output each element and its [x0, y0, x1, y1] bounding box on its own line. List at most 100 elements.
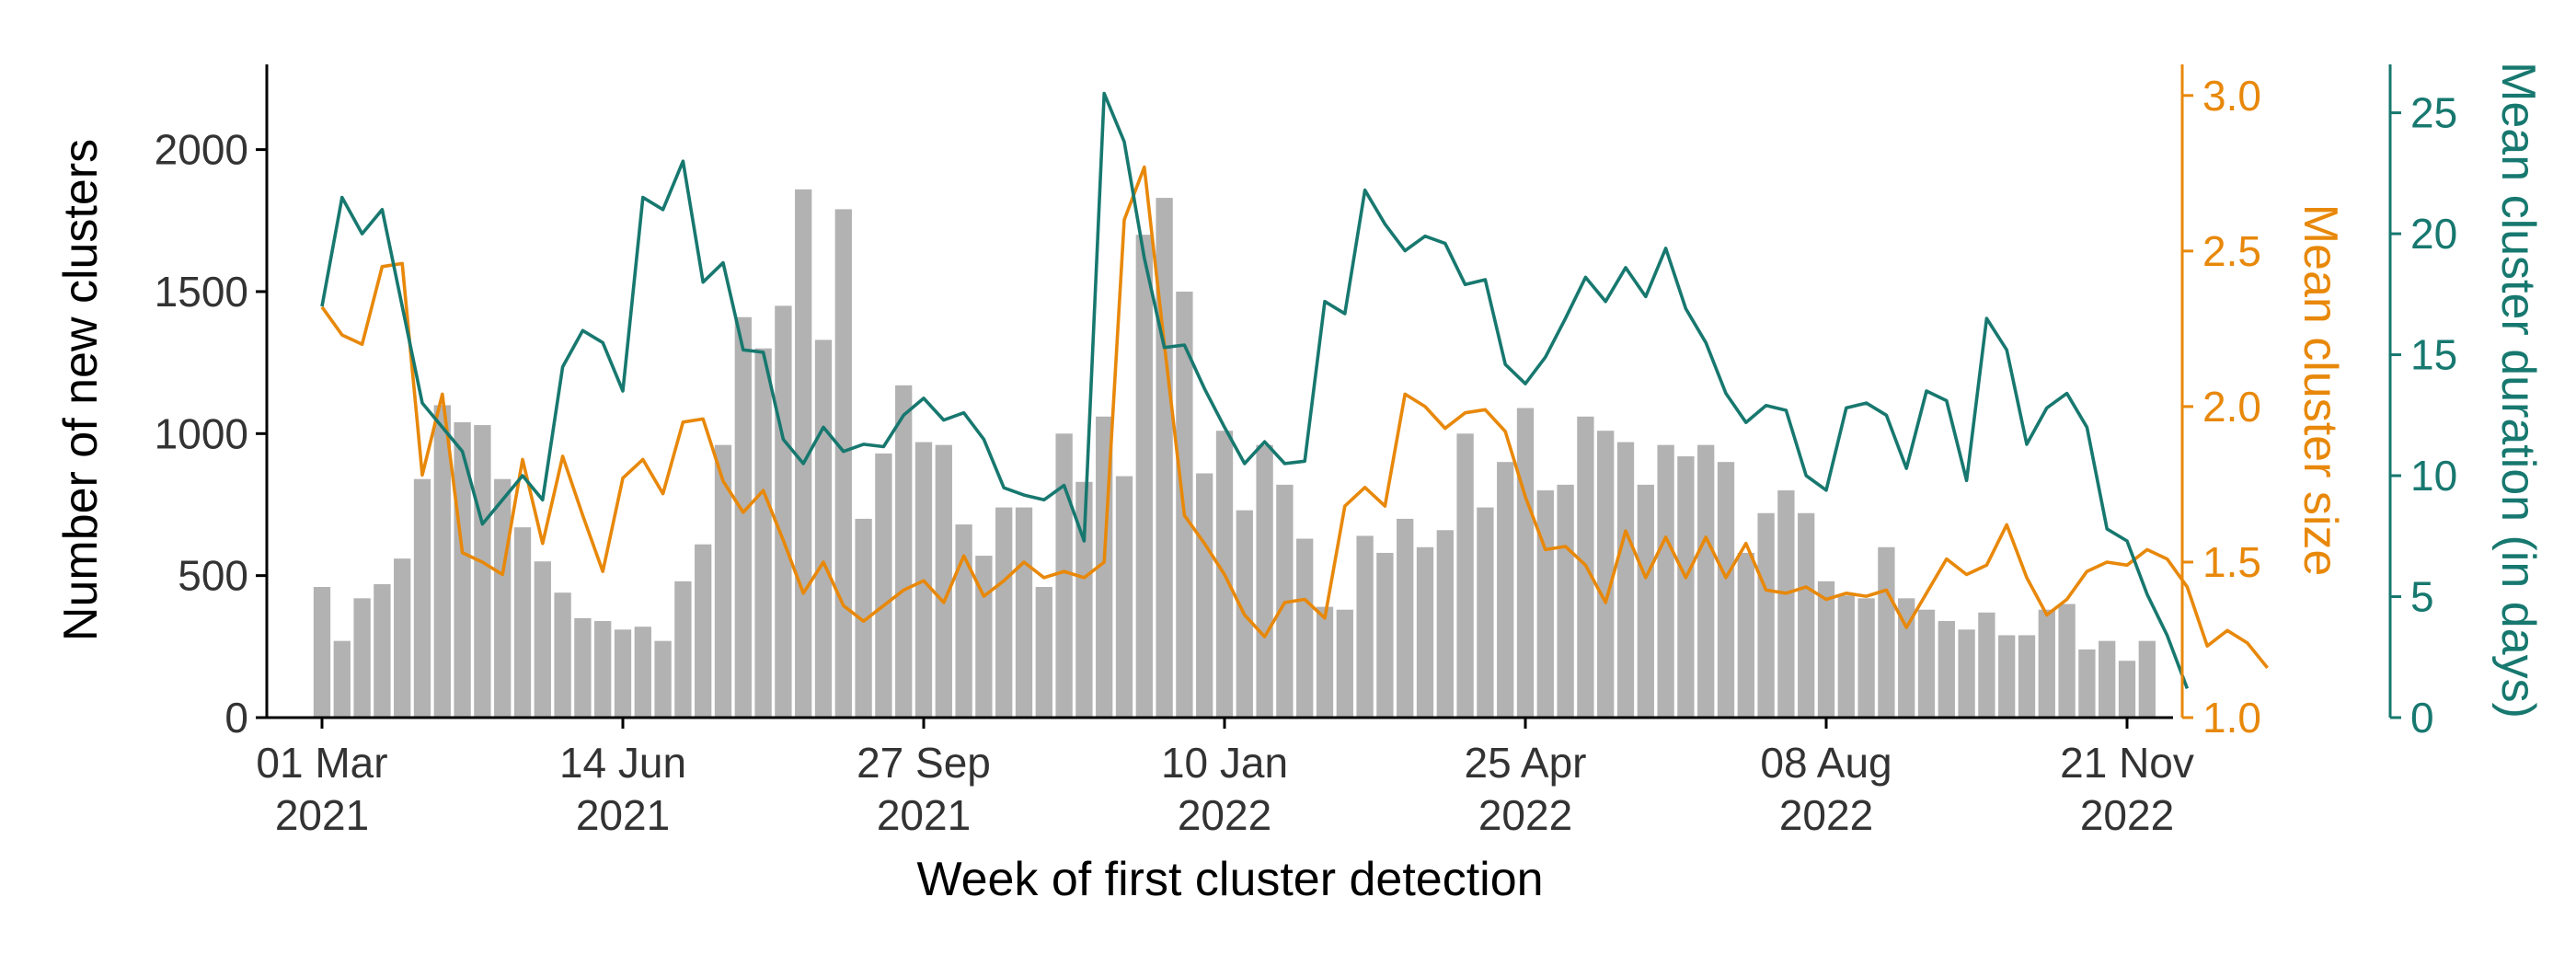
y2-tick-label: 3.0 — [2202, 72, 2261, 120]
bar — [1536, 490, 1554, 718]
bar — [494, 478, 512, 718]
bar — [895, 385, 913, 718]
y-tick-label: 1500 — [155, 268, 248, 316]
y-tick-label: 1000 — [155, 409, 248, 457]
y2-axis-title: Mean cluster size — [2294, 204, 2347, 577]
bar — [1256, 444, 1273, 718]
y2-tick-label: 2.0 — [2202, 383, 2261, 431]
bar — [1777, 490, 1795, 718]
bar — [1316, 606, 1334, 718]
bar — [955, 524, 972, 718]
bar — [654, 640, 672, 718]
bar — [1436, 530, 1454, 718]
bar — [754, 348, 772, 718]
bar — [1456, 433, 1474, 718]
x-tick-label: 2022 — [1178, 791, 1271, 839]
bar — [474, 425, 491, 718]
bar — [2058, 604, 2076, 718]
bar — [814, 339, 833, 718]
x-tick-label: 2022 — [1779, 791, 1873, 839]
bar-series-new-clusters — [313, 189, 2156, 719]
bar — [394, 558, 411, 718]
bar — [1697, 444, 1715, 718]
x-tick-label: 08 Aug — [1760, 739, 1892, 787]
bar — [1657, 444, 1674, 718]
bar — [1196, 473, 1213, 718]
bar — [1135, 235, 1153, 718]
bar — [1035, 587, 1052, 718]
bar — [775, 305, 792, 718]
bar — [1336, 609, 1353, 718]
y-tick-label: 0 — [224, 694, 248, 742]
bar — [513, 527, 532, 718]
bar — [1938, 621, 1955, 718]
bar — [935, 444, 952, 718]
y3-tick-label: 25 — [2410, 89, 2457, 137]
x-tick-label: 2021 — [275, 791, 369, 839]
y-tick-label: 2000 — [155, 126, 248, 174]
bar — [1978, 612, 1995, 718]
x-tick-label: 10 Jan — [1161, 739, 1288, 787]
line-mean-cluster-size — [320, 165, 2270, 670]
bar — [374, 583, 391, 718]
bar — [594, 621, 612, 718]
bar — [834, 209, 852, 718]
bar — [1075, 481, 1093, 718]
bar — [2138, 640, 2156, 718]
y2-tick-label: 2.5 — [2202, 227, 2261, 275]
bar — [2099, 640, 2116, 718]
bar — [1998, 635, 2016, 718]
bar — [1516, 408, 1535, 718]
bar — [313, 587, 331, 718]
bar — [1356, 535, 1374, 718]
bar — [454, 421, 471, 718]
bar — [1898, 598, 1915, 718]
bar — [695, 544, 712, 718]
bar — [714, 444, 732, 718]
y-axis-title: Number of new clusters — [54, 139, 108, 641]
bar — [1156, 198, 1173, 718]
bar — [1397, 518, 1414, 718]
bar — [554, 592, 571, 718]
x-tick-label: 21 Nov — [2060, 739, 2194, 787]
bar — [1477, 507, 1494, 718]
bar — [1557, 484, 1574, 718]
bar — [1416, 546, 1434, 718]
y3-tick-label: 10 — [2410, 452, 2457, 500]
bar — [975, 556, 993, 718]
bar — [1677, 456, 1695, 718]
bar — [2038, 609, 2055, 718]
bar — [1817, 581, 1835, 718]
bar — [1296, 538, 1314, 718]
line-series-group — [320, 91, 2270, 690]
bar — [634, 627, 651, 718]
x-tick-label: 2022 — [2080, 791, 2174, 839]
bar — [1857, 598, 1875, 718]
bar — [855, 518, 872, 718]
bar — [1798, 512, 1815, 718]
bar — [534, 561, 551, 718]
x-tick-label: 25 Apr — [1465, 739, 1587, 787]
y2-tick-label: 1.5 — [2202, 538, 2261, 586]
y3-axis-title: Mean cluster duration (in days) — [2491, 62, 2545, 719]
x-tick-label: 14 Jun — [559, 739, 686, 787]
y3-tick-label: 0 — [2410, 694, 2434, 742]
bar — [413, 478, 431, 718]
y-tick-label: 500 — [178, 552, 248, 600]
bar — [1717, 462, 1735, 718]
x-tick-label: 2022 — [1478, 791, 1572, 839]
x-tick-label: 2021 — [877, 791, 971, 839]
x-tick-label: 2021 — [576, 791, 670, 839]
x-tick-label: 27 Sep — [857, 739, 991, 787]
bar — [875, 453, 892, 718]
bar — [1837, 595, 1855, 718]
bar — [574, 617, 592, 718]
x-tick-label: 01 Mar — [256, 739, 387, 787]
bar — [333, 640, 351, 718]
bar — [1115, 476, 1133, 718]
bar — [674, 581, 692, 718]
bar — [1737, 552, 1754, 718]
bar — [2078, 649, 2096, 718]
